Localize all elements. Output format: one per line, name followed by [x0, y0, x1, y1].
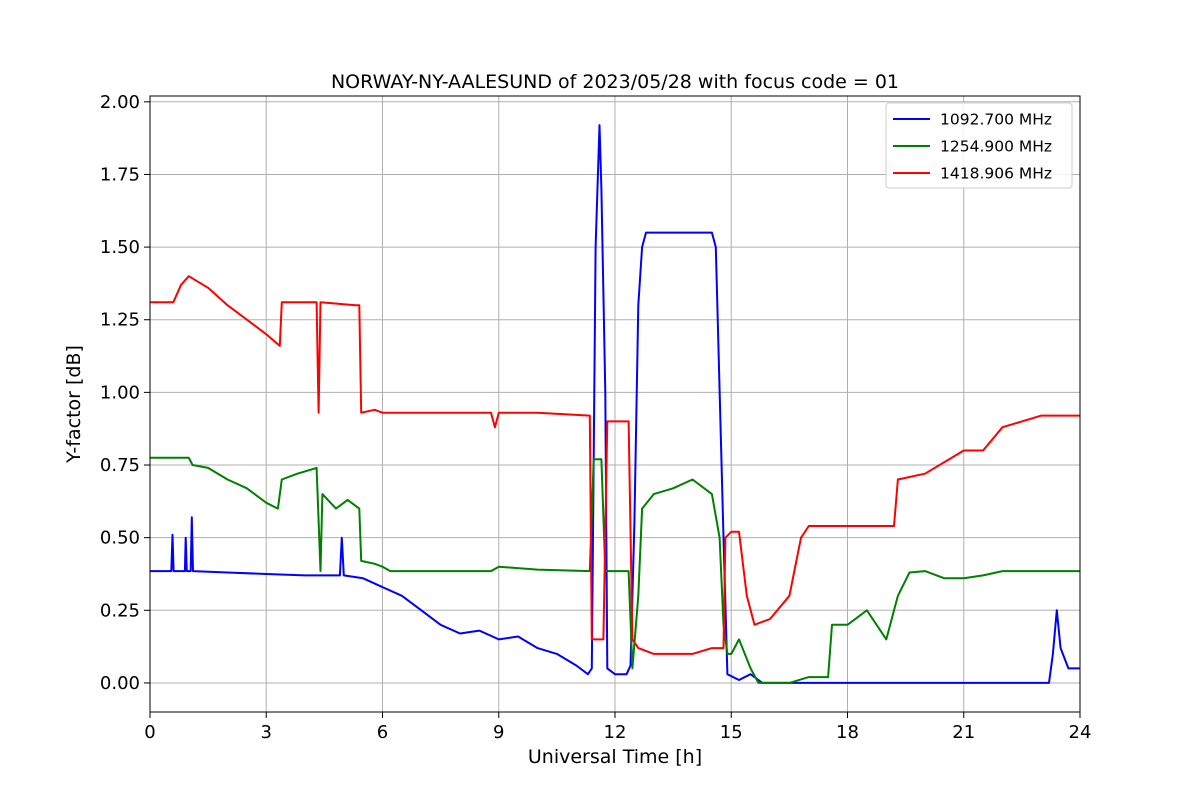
legend-entry: 1254.900 MHz: [940, 138, 1052, 156]
series-group: [150, 124, 1080, 684]
y-tick-label: 2.00: [100, 92, 140, 113]
series-1418-mhz: [150, 275, 1080, 655]
x-tick-label: 21: [952, 722, 975, 743]
legend: 1092.700 MHz 1254.900 MHz 1418.906 MHz: [885, 102, 1073, 189]
y-tick-label: 1.00: [100, 382, 140, 403]
x-tick-label: 18: [836, 722, 859, 743]
y-tick-label: 0.50: [100, 528, 140, 549]
y-axis-label: Y-factor [dB]: [63, 345, 85, 464]
series-1092-mhz: [150, 124, 1080, 684]
x-tick-label: 6: [377, 722, 388, 743]
y-tick-label: 0.25: [100, 600, 140, 621]
x-tick-label: 12: [604, 722, 627, 743]
y-ticks: 0.00 0.25 0.50 0.75 1.00 1.25 1.50 1.75 2.00: [100, 92, 150, 694]
y-tick-label: 0.75: [100, 455, 140, 476]
x-axis-label: Universal Time [h]: [528, 746, 702, 768]
x-tick-label: 3: [261, 722, 272, 743]
y-tick-label: 1.25: [100, 310, 140, 331]
y-tick-label: 0.00: [100, 673, 140, 694]
legend-box: [885, 102, 1073, 189]
x-tick-label: 15: [720, 722, 743, 743]
legend-entry: 1092.700 MHz: [940, 111, 1052, 129]
x-tick-label: 0: [144, 722, 155, 743]
y-tick-label: 1.75: [100, 164, 140, 185]
x-tick-label: 9: [493, 722, 504, 743]
y-tick-label: 1.50: [100, 237, 140, 258]
x-tick-label: 24: [1069, 722, 1092, 743]
x-ticks: 0 3 6 9 12 15 18 21 24: [144, 712, 1091, 743]
series-1254-mhz: [150, 456, 1080, 684]
legend-entry: 1418.906 MHz: [940, 165, 1052, 183]
chart-title: NORWAY-NY-AALESUND of 2023/05/28 with fo…: [331, 71, 899, 93]
